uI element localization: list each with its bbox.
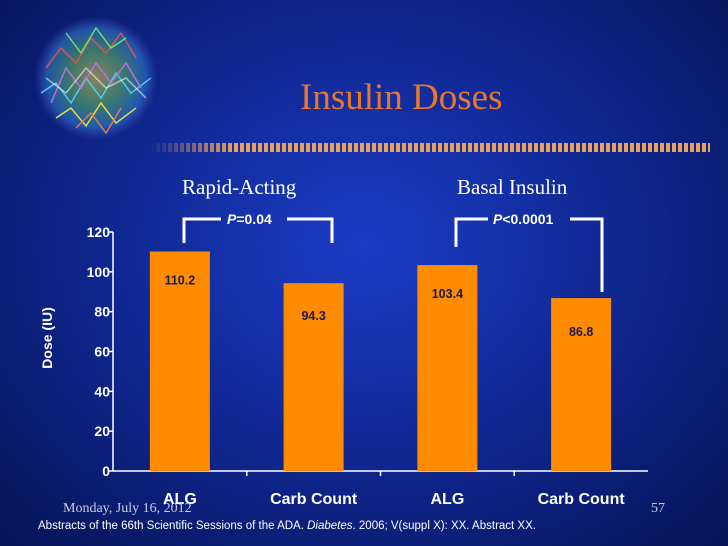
p-value-rapid-acting: P=0.04 [227, 211, 272, 227]
citation-details: . 2006; V(suppl X): XX. Abstract XX. [352, 520, 536, 532]
x-tick-label: Carb Count [538, 491, 626, 508]
p-value-text: =0.04 [236, 211, 272, 227]
slide-title: Insulin Doses [300, 77, 503, 118]
y-tick-label: 100 [87, 264, 111, 280]
y-tick-label: 80 [94, 304, 110, 320]
slide-date: Monday, July 16, 2012 [63, 501, 192, 516]
p-value-text: <0.0001 [502, 211, 554, 227]
significance-bracket-rapid-acting [182, 217, 334, 243]
data-label: 103.4 [432, 287, 463, 301]
y-tick-label: 60 [94, 344, 110, 360]
significance-bracket-basal-insulin [454, 217, 604, 292]
bar-1 [149, 251, 210, 471]
molecule-logo [34, 16, 158, 140]
y-tick-label: 20 [94, 423, 110, 439]
page-number: 57 [651, 501, 665, 516]
data-label: 110.2 [165, 274, 196, 288]
citation-text: Abstracts of the 66th Scientific Session… [38, 520, 308, 532]
x-tick-label: Carb Count [270, 491, 358, 508]
y-axis-title: Dose (IU) [39, 307, 55, 368]
p-value-letter: P [227, 211, 237, 227]
x-tick-label: ALG [430, 491, 464, 508]
group-label-basal-insulin: Basal Insulin [457, 175, 568, 199]
journal-name: Diabetes [307, 520, 353, 532]
data-label: 86.8 [569, 325, 593, 339]
p-value-letter: P [493, 211, 503, 227]
title-divider [150, 143, 710, 152]
y-tick-label: 120 [87, 224, 111, 240]
citation-footer: Abstracts of the 66th Scientific Session… [38, 520, 536, 532]
bar-4 [551, 298, 612, 471]
data-label: 94.3 [301, 309, 325, 323]
y-tick-label: 0 [102, 463, 110, 479]
bar-2 [283, 283, 344, 471]
group-label-rapid-acting: Rapid-Acting [182, 175, 297, 199]
p-value-basal-insulin: P<0.0001 [493, 211, 553, 227]
bar-3 [417, 265, 478, 471]
y-tick-label: 40 [94, 383, 110, 399]
x-tick-label: ALG [163, 491, 197, 508]
